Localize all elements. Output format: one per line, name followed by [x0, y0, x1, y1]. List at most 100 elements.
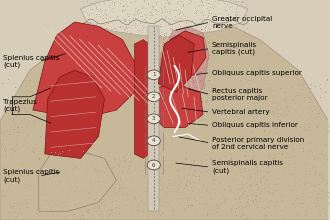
- Point: [0, 141, 5, 145]
- Point: [50, 108, 55, 112]
- Point: [74, 142, 80, 145]
- Point: [148, 13, 153, 17]
- Point: [74, 166, 79, 170]
- Point: [265, 189, 270, 192]
- Point: [189, 40, 195, 44]
- Point: [90, 189, 95, 193]
- Point: [234, 19, 239, 23]
- Point: [265, 170, 270, 174]
- Point: [318, 152, 323, 155]
- Point: [193, 96, 198, 100]
- Point: [148, 35, 154, 38]
- Point: [96, 175, 101, 179]
- Point: [106, 212, 112, 216]
- Point: [179, 29, 184, 33]
- Point: [154, 205, 159, 208]
- Point: [154, 34, 159, 38]
- Point: [62, 203, 67, 207]
- Point: [39, 109, 44, 112]
- Point: [45, 77, 50, 80]
- Point: [97, 15, 102, 18]
- Point: [100, 163, 105, 166]
- Point: [26, 119, 32, 122]
- Point: [241, 1, 246, 4]
- Point: [31, 150, 36, 154]
- Point: [152, 26, 157, 29]
- Point: [67, 143, 73, 147]
- Point: [243, 154, 248, 158]
- Point: [71, 154, 77, 157]
- Point: [122, 7, 128, 11]
- Point: [189, 203, 195, 207]
- Point: [153, 39, 158, 42]
- Point: [228, 208, 234, 211]
- Point: [238, 16, 243, 19]
- Point: [11, 210, 16, 213]
- Point: [95, 199, 101, 203]
- Point: [2, 170, 8, 173]
- Point: [164, 34, 169, 38]
- Point: [144, 29, 149, 33]
- Point: [10, 148, 15, 151]
- Polygon shape: [45, 70, 105, 158]
- Point: [31, 120, 37, 124]
- Point: [183, 95, 188, 99]
- Point: [105, 214, 111, 218]
- Point: [188, 165, 194, 168]
- Point: [158, 156, 164, 160]
- Point: [8, 166, 13, 169]
- Point: [274, 200, 279, 204]
- Point: [236, 123, 242, 127]
- Point: [185, 64, 190, 67]
- Point: [245, 97, 250, 101]
- Point: [193, 73, 199, 77]
- Point: [282, 161, 288, 164]
- Point: [160, 8, 165, 11]
- Point: [297, 104, 303, 107]
- Point: [85, 152, 90, 156]
- Polygon shape: [0, 9, 328, 220]
- Point: [55, 185, 60, 189]
- Point: [116, 165, 122, 168]
- Circle shape: [147, 160, 160, 170]
- Point: [40, 204, 45, 207]
- Point: [217, 181, 222, 185]
- Point: [263, 144, 268, 148]
- Point: [232, 209, 238, 213]
- Point: [165, 66, 170, 69]
- Point: [60, 87, 65, 90]
- Point: [161, 19, 166, 22]
- Point: [120, 192, 126, 196]
- Point: [264, 217, 270, 220]
- Point: [12, 150, 17, 153]
- Point: [202, 25, 208, 28]
- Point: [242, 166, 248, 169]
- Point: [242, 77, 248, 80]
- Point: [243, 5, 248, 8]
- Point: [216, 207, 221, 210]
- Point: [207, 2, 212, 5]
- Point: [214, 29, 220, 32]
- Point: [198, 70, 203, 74]
- Point: [80, 24, 85, 28]
- Point: [159, 11, 165, 14]
- Point: [198, 17, 203, 20]
- Point: [248, 78, 253, 81]
- Point: [301, 149, 306, 153]
- Point: [156, 19, 161, 22]
- Point: [244, 32, 249, 35]
- Text: Semispinalis capitis
(cut): Semispinalis capitis (cut): [212, 160, 283, 174]
- Point: [241, 108, 246, 111]
- Point: [108, 190, 113, 193]
- Point: [40, 114, 45, 118]
- Point: [6, 96, 11, 99]
- Point: [136, 34, 141, 38]
- Point: [272, 142, 278, 146]
- Point: [86, 204, 91, 207]
- Point: [66, 206, 71, 209]
- Point: [81, 15, 86, 18]
- Point: [123, 203, 128, 207]
- Point: [88, 0, 93, 4]
- Point: [51, 175, 57, 179]
- Point: [61, 205, 67, 208]
